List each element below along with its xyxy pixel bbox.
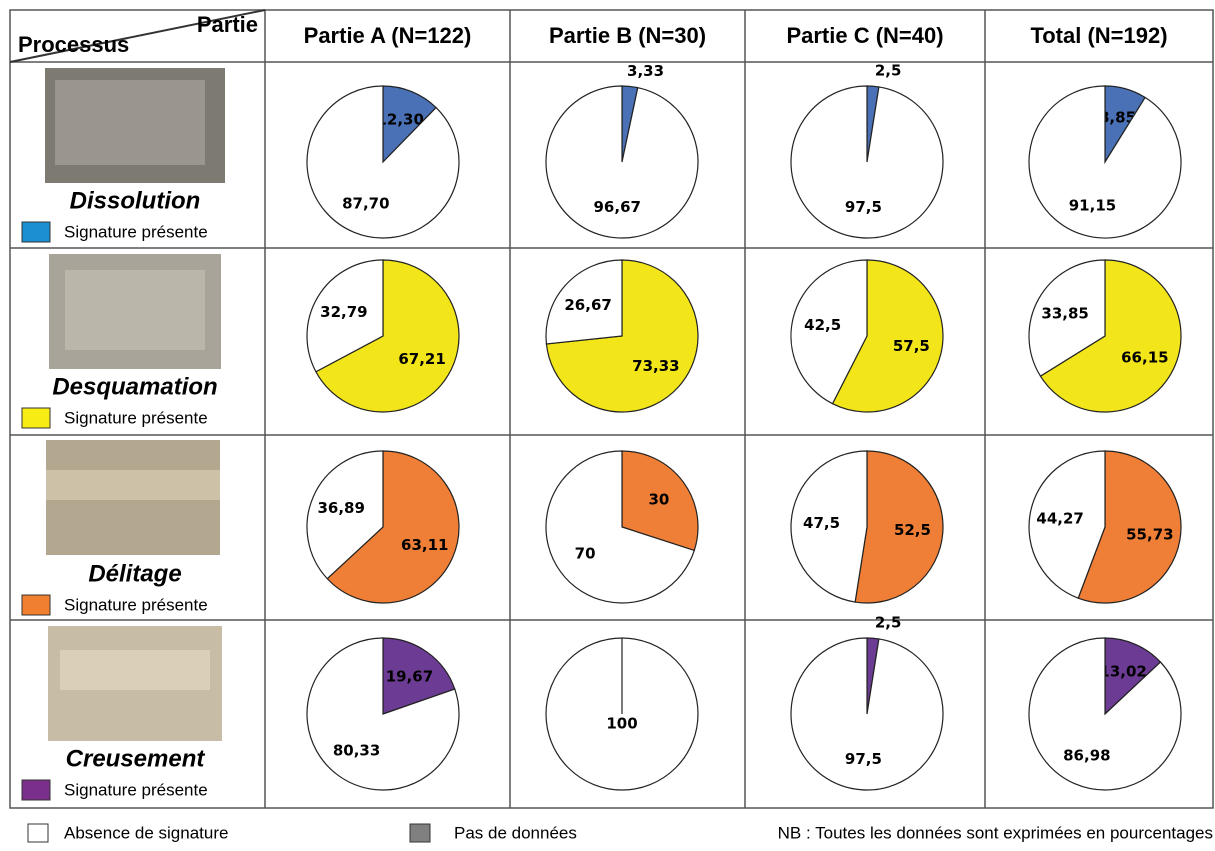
pie-slice [1077, 450, 1182, 604]
pie-slice [326, 450, 460, 604]
signature-label: Signature présente [64, 595, 208, 614]
value-label: 42,5 [804, 316, 841, 334]
value-label: 44,27 [1036, 509, 1083, 527]
pie-slice [790, 637, 944, 791]
value-label: 97,5 [845, 198, 882, 216]
signature-label: Signature présente [64, 780, 208, 799]
value-label: 2,5 [875, 614, 902, 632]
signature-swatch [21, 221, 51, 243]
value-label: 96,67 [594, 198, 641, 216]
value-label: 26,67 [564, 296, 611, 314]
pie-slice [306, 259, 384, 373]
pie-slice [545, 85, 699, 239]
pie-slice [382, 85, 437, 164]
process-name: Délitage [88, 560, 181, 587]
absence-label: Absence de signature [64, 823, 228, 842]
signature-swatch [21, 594, 51, 616]
value-label: 33,85 [1041, 304, 1088, 322]
value-label: 67,21 [398, 350, 445, 368]
photos [45, 68, 225, 741]
absence-swatch [27, 823, 49, 843]
pie-slice [1028, 85, 1182, 239]
pie-slice [1028, 259, 1106, 377]
process-name: Desquamation [52, 373, 217, 400]
note: NB : Toutes les données sont exprimées e… [778, 823, 1213, 842]
no-data-swatch [409, 823, 431, 843]
value-label: 70 [575, 544, 596, 562]
pie-slice [545, 259, 623, 345]
value-label: 87,70 [342, 195, 389, 213]
pie-slice [621, 450, 699, 552]
corner-bottom: Processus [18, 32, 129, 57]
pie-slice [306, 637, 460, 791]
value-label: 13,02 [1099, 663, 1146, 681]
signature-swatch [21, 407, 51, 429]
pie-slice [790, 450, 868, 603]
value-label: 97,5 [845, 750, 882, 768]
value-label: 80,33 [333, 742, 380, 760]
value-label: 73,33 [632, 357, 679, 375]
pie-slice [831, 259, 944, 413]
value-label: 3,33 [627, 62, 664, 80]
pie-slice [306, 450, 384, 580]
value-label: 12,30 [376, 110, 423, 128]
column-header: Partie B (N=30) [549, 23, 706, 48]
signature-swatch [21, 779, 51, 801]
pie-slice [790, 85, 944, 239]
value-label: 63,11 [401, 536, 448, 554]
value-label: 36,89 [317, 499, 364, 517]
value-label: 57,5 [893, 337, 930, 355]
value-label: 55,73 [1126, 526, 1173, 544]
value-label: 30 [648, 491, 669, 509]
value-label: 8,85 [1099, 109, 1136, 127]
pie-slice [1028, 450, 1106, 599]
table-grid [9, 9, 1214, 809]
value-label: 52,5 [894, 521, 931, 539]
corner-top: Partie [197, 12, 258, 37]
column-header: Total (N=192) [1030, 23, 1167, 48]
no-data-label: Pas de données [454, 823, 577, 842]
pie-slice [545, 450, 696, 604]
pie-slice [306, 85, 460, 239]
pie-slice [790, 259, 868, 405]
process-name: Creusement [66, 745, 206, 772]
value-label: 19,67 [386, 667, 433, 685]
value-label: 86,98 [1063, 746, 1110, 764]
column-header: Partie C (N=40) [786, 23, 943, 48]
pie-slice [1039, 259, 1182, 413]
value-label: 66,15 [1121, 349, 1168, 367]
value-label: 32,79 [320, 303, 367, 321]
pie-slice [1028, 637, 1182, 791]
value-label: 100 [606, 715, 637, 733]
pie-slice [315, 259, 460, 413]
process-name: Dissolution [70, 187, 201, 214]
pie-slice [1104, 637, 1162, 716]
column-header: Partie A (N=122) [304, 23, 472, 48]
signature-label: Signature présente [64, 408, 208, 427]
value-label: 91,15 [1069, 196, 1116, 214]
value-label: 47,5 [803, 514, 840, 532]
pie-slice [854, 450, 944, 604]
value-label: 2,5 [875, 62, 902, 80]
signature-label: Signature présente [64, 222, 208, 241]
